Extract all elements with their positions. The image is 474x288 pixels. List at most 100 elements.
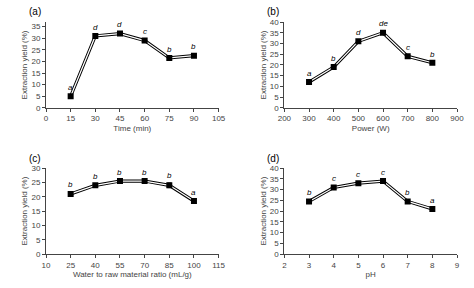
- svg-text:600: 600: [376, 114, 390, 123]
- svg-text:700: 700: [401, 114, 415, 123]
- svg-text:b: b: [191, 42, 196, 51]
- svg-text:9: 9: [455, 261, 460, 270]
- svg-text:30: 30: [31, 34, 40, 43]
- svg-text:15: 15: [270, 71, 279, 80]
- svg-text:200: 200: [278, 114, 292, 123]
- svg-text:10: 10: [31, 80, 40, 89]
- svg-text:35: 35: [31, 22, 40, 31]
- svg-text:300: 300: [302, 114, 316, 123]
- svg-text:b: b: [142, 168, 147, 177]
- svg-text:900: 900: [450, 114, 464, 123]
- svg-text:b: b: [405, 188, 410, 197]
- svg-text:Water to raw material ratio (m: Water to raw material ratio (mL/g): [73, 270, 192, 279]
- svg-text:b: b: [307, 188, 312, 197]
- svg-text:Time (min): Time (min): [113, 124, 151, 133]
- svg-text:0: 0: [274, 250, 279, 259]
- svg-text:c: c: [143, 27, 147, 36]
- svg-text:Extraction yield (%): Extraction yield (%): [20, 30, 29, 99]
- svg-text:Extraction yield (%): Extraction yield (%): [259, 30, 268, 99]
- svg-text:45: 45: [116, 114, 125, 123]
- svg-text:4: 4: [331, 261, 336, 270]
- svg-text:115: 115: [212, 261, 225, 270]
- svg-text:20: 20: [31, 193, 40, 202]
- svg-text:a: a: [68, 83, 73, 92]
- svg-text:de: de: [379, 19, 388, 28]
- svg-text:20: 20: [270, 61, 279, 70]
- svg-text:a: a: [430, 196, 435, 205]
- svg-text:60: 60: [140, 114, 149, 123]
- svg-text:b: b: [167, 45, 172, 54]
- svg-text:b: b: [68, 180, 73, 189]
- svg-text:(d): (d): [267, 153, 279, 164]
- svg-text:d: d: [93, 23, 98, 32]
- svg-text:40: 40: [91, 261, 100, 270]
- svg-text:b: b: [117, 168, 122, 177]
- svg-text:3: 3: [307, 261, 312, 270]
- svg-text:25: 25: [66, 261, 75, 270]
- svg-text:b: b: [93, 172, 98, 181]
- svg-text:7: 7: [405, 261, 410, 270]
- svg-text:35: 35: [270, 175, 279, 184]
- svg-text:5: 5: [356, 261, 361, 270]
- svg-text:400: 400: [327, 114, 341, 123]
- svg-text:0: 0: [44, 114, 49, 123]
- svg-text:pH: pH: [366, 270, 376, 279]
- svg-text:10: 10: [31, 221, 40, 230]
- svg-text:(a): (a): [29, 6, 41, 17]
- svg-text:30: 30: [270, 39, 279, 48]
- svg-text:Extraction yield (%): Extraction yield (%): [20, 176, 29, 245]
- svg-text:15: 15: [31, 69, 40, 78]
- svg-text:20: 20: [270, 207, 279, 216]
- svg-text:35: 35: [270, 29, 279, 38]
- svg-text:(c): (c): [29, 153, 41, 164]
- svg-text:c: c: [406, 43, 410, 52]
- svg-text:25: 25: [31, 46, 40, 55]
- svg-text:55: 55: [116, 261, 125, 270]
- svg-text:Extraction yield (%): Extraction yield (%): [259, 176, 268, 245]
- svg-text:90: 90: [190, 114, 199, 123]
- svg-text:30: 30: [91, 114, 100, 123]
- svg-text:0: 0: [274, 104, 279, 113]
- svg-text:0: 0: [36, 250, 41, 259]
- svg-text:25: 25: [31, 178, 40, 187]
- svg-text:70: 70: [140, 261, 149, 270]
- svg-text:10: 10: [42, 261, 51, 270]
- svg-text:10: 10: [270, 228, 279, 237]
- svg-text:5: 5: [36, 92, 41, 101]
- svg-text:500: 500: [352, 114, 366, 123]
- svg-text:(b): (b): [267, 6, 279, 17]
- svg-text:8: 8: [430, 261, 435, 270]
- svg-text:2: 2: [282, 261, 287, 270]
- svg-text:5: 5: [274, 239, 279, 248]
- svg-text:40: 40: [270, 164, 279, 173]
- svg-text:20: 20: [31, 57, 40, 66]
- svg-text:15: 15: [31, 207, 40, 216]
- svg-text:a: a: [307, 69, 312, 78]
- svg-text:5: 5: [36, 235, 41, 244]
- svg-text:30: 30: [31, 164, 40, 173]
- svg-text:c: c: [356, 170, 360, 179]
- svg-text:30: 30: [270, 185, 279, 194]
- svg-text:75: 75: [165, 114, 174, 123]
- svg-text:25: 25: [270, 50, 279, 59]
- svg-text:5: 5: [274, 93, 279, 102]
- svg-text:c: c: [332, 174, 336, 183]
- svg-text:800: 800: [426, 114, 440, 123]
- svg-text:Power (W): Power (W): [352, 124, 390, 133]
- svg-text:b: b: [167, 171, 172, 180]
- svg-text:40: 40: [270, 18, 279, 27]
- svg-text:a: a: [191, 188, 196, 197]
- svg-text:15: 15: [66, 114, 75, 123]
- svg-text:6: 6: [381, 261, 386, 270]
- svg-text:b: b: [331, 54, 336, 63]
- svg-text:c: c: [381, 168, 385, 177]
- svg-text:85: 85: [165, 261, 174, 270]
- svg-text:b: b: [430, 50, 435, 59]
- svg-text:100: 100: [187, 261, 201, 270]
- svg-text:105: 105: [212, 114, 226, 123]
- svg-text:d: d: [356, 28, 361, 37]
- svg-text:d: d: [117, 20, 122, 29]
- svg-text:25: 25: [270, 196, 279, 205]
- svg-text:10: 10: [270, 82, 279, 91]
- svg-text:15: 15: [270, 218, 279, 227]
